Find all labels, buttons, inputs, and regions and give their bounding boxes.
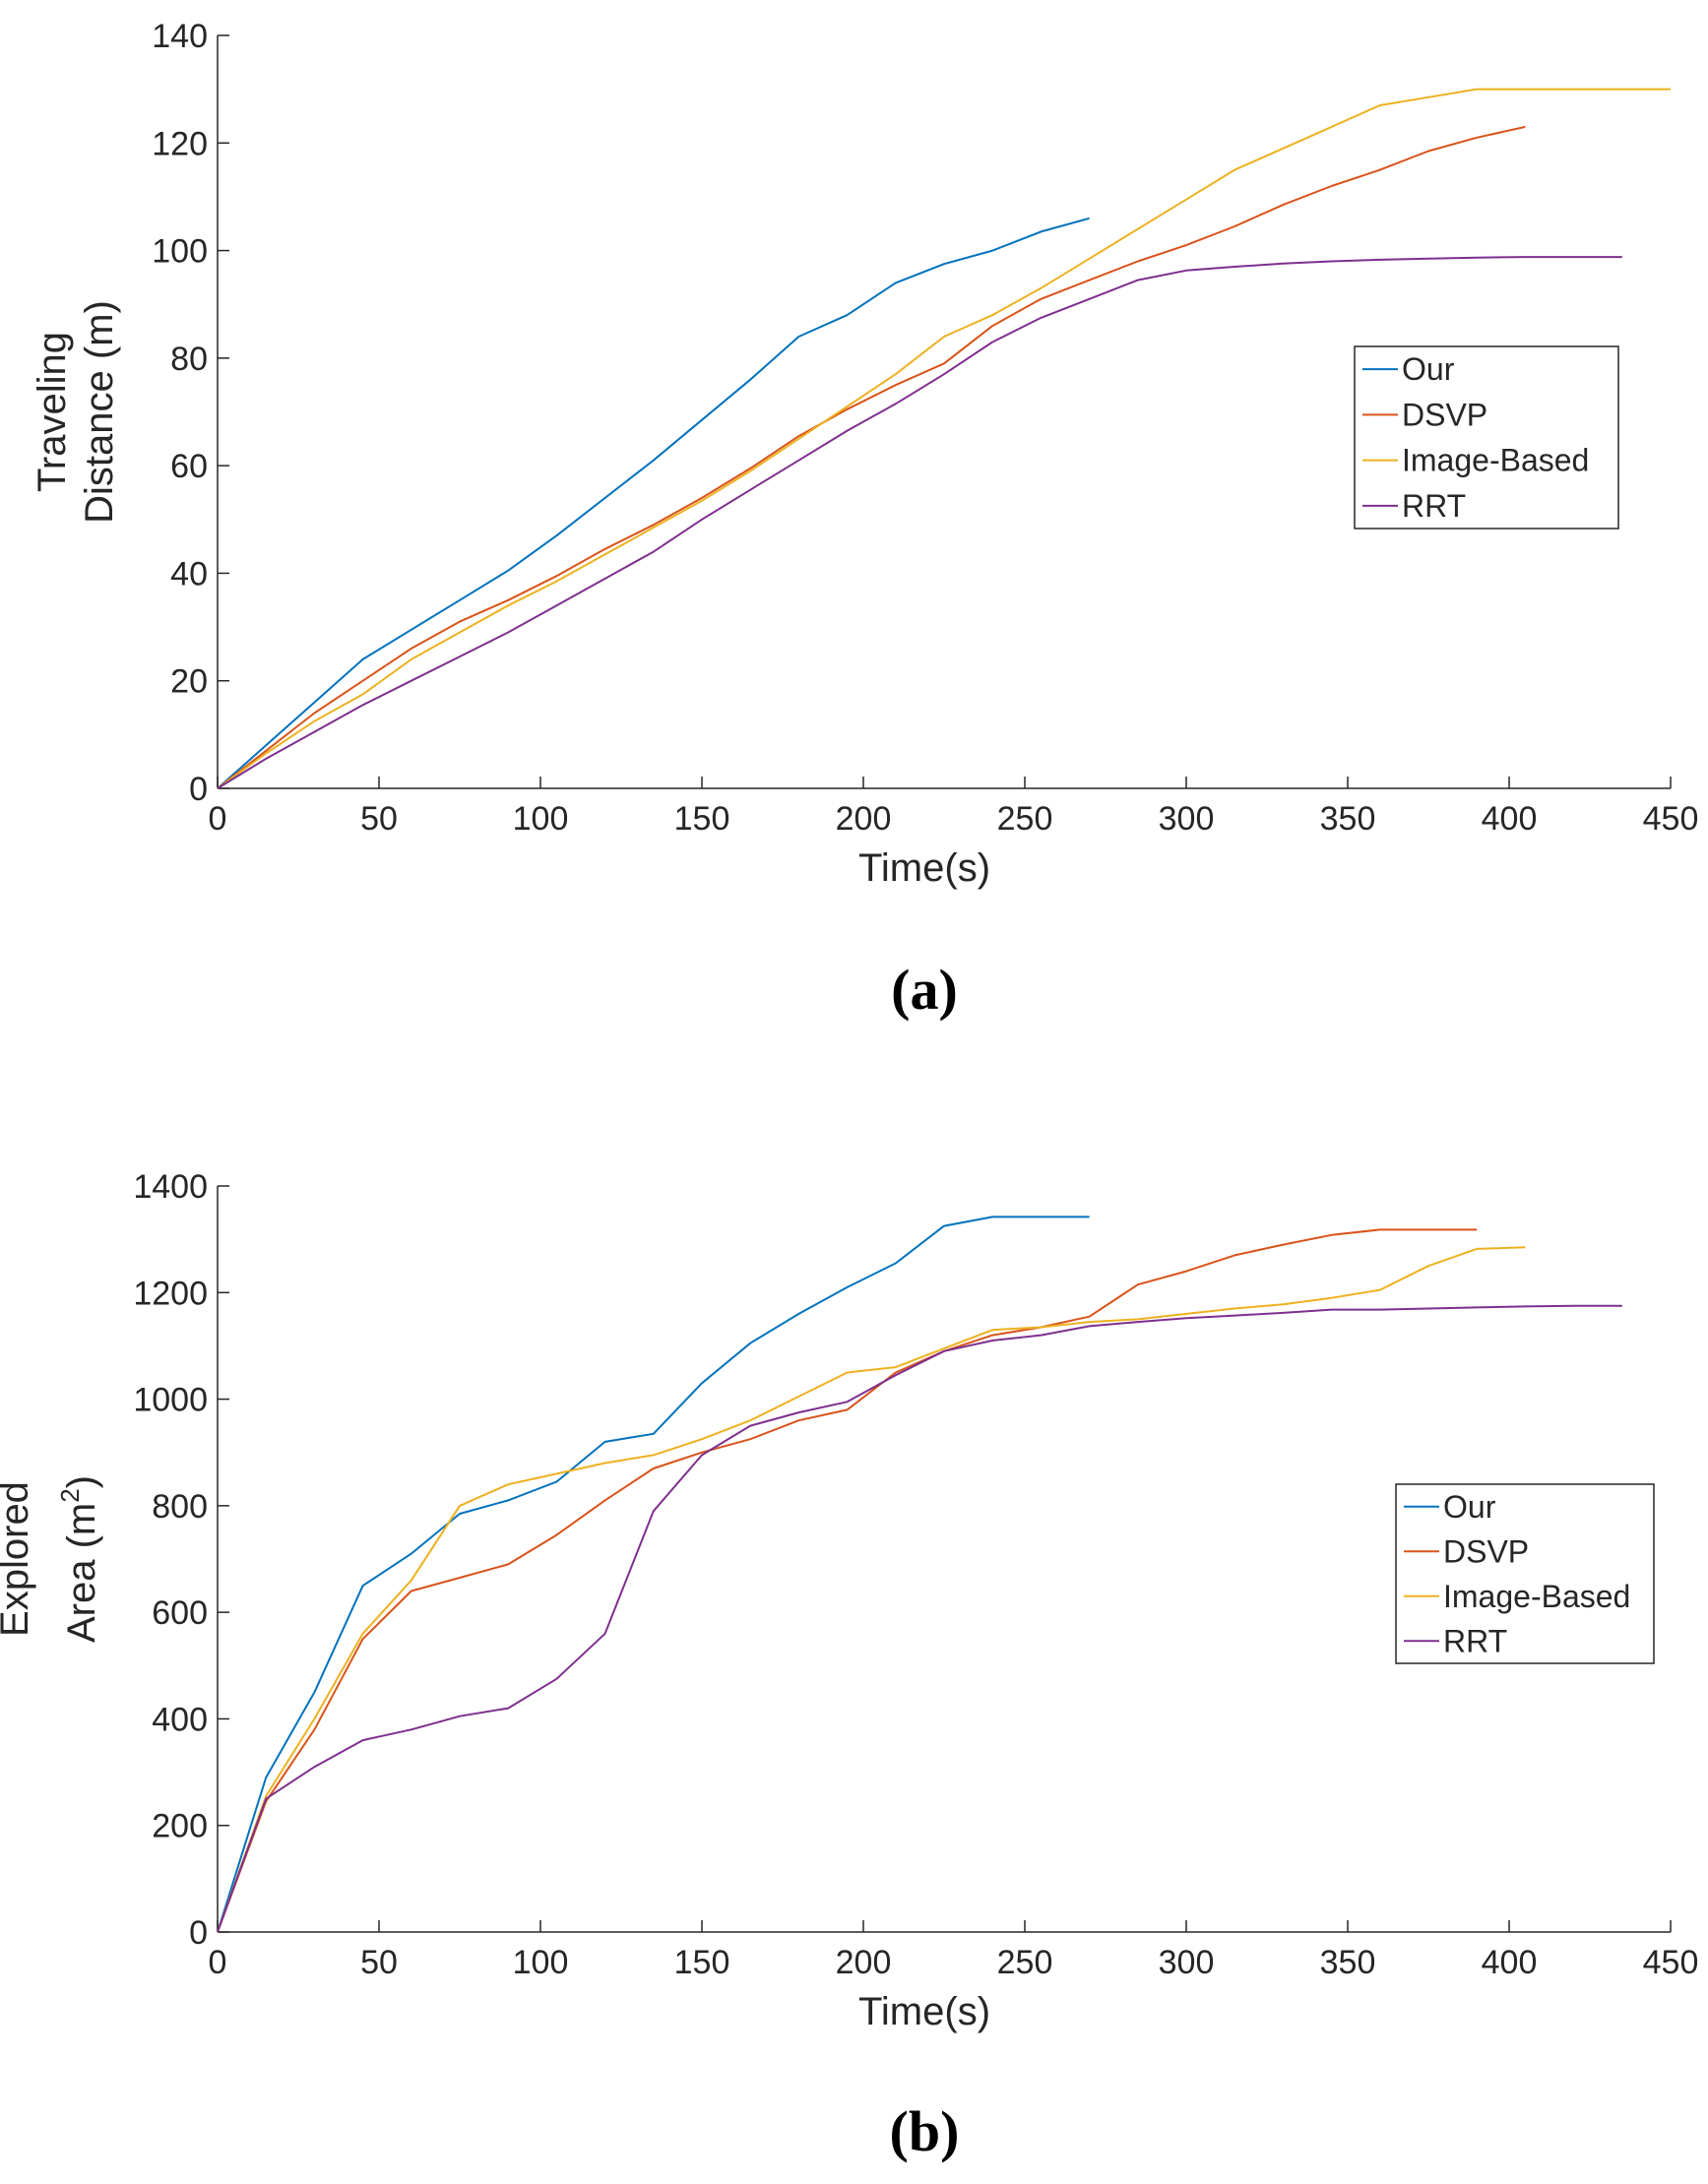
x-axis-label: Time(s) (858, 1990, 990, 2033)
x-tick-label: 350 (1320, 800, 1376, 838)
legend-label: Our (1443, 1489, 1496, 1525)
series-line-rrt (217, 256, 1622, 789)
panel-label: (a) (891, 958, 958, 1022)
legend-label: Image-Based (1443, 1579, 1630, 1614)
series-line-our (217, 217, 1090, 789)
legend: Our DSVP Image-Based RRT (1354, 345, 1619, 530)
x-tick-label: 400 (1482, 800, 1538, 838)
x-tick-label: 350 (1320, 1944, 1376, 1981)
x-tick-label: 250 (997, 800, 1053, 838)
x-tick-label: 50 (360, 800, 398, 838)
y-axis-label-line1: Explored (0, 1481, 36, 1637)
y-tick-label: 100 (152, 233, 208, 271)
series-line-rrt (217, 1304, 1622, 1933)
legend: Our DSVP Image-Based RRT (1395, 1483, 1655, 1664)
x-tick-label: 100 (513, 1944, 569, 1981)
y-axis-label-line1: Traveling (31, 332, 74, 492)
y-tick-label: 120 (152, 125, 208, 162)
x-tick-label: 0 (209, 800, 227, 838)
x-tick-label: 200 (836, 800, 892, 838)
y-tick-label: 140 (152, 18, 208, 55)
chart-panel-a: 0 50 100 150 200 250 300 350 400 450 0 20 40 60 80 100 1… (31, 18, 1698, 1022)
y-tick-label: 80 (170, 341, 208, 378)
x-tick-label: 450 (1643, 800, 1699, 838)
x-tick-label: 300 (1159, 1944, 1215, 1981)
x-axis-label: Time(s) (858, 846, 990, 890)
y-tick-label: 0 (189, 1914, 208, 1952)
y-tick-label: 60 (170, 448, 208, 485)
series-line-dsvp (217, 1228, 1478, 1933)
y-tick-label: 20 (170, 663, 208, 701)
legend-label: Our (1402, 351, 1455, 387)
legend-box (1395, 1483, 1655, 1664)
x-tick-label: 200 (836, 1944, 892, 1981)
legend-box (1354, 345, 1619, 530)
y-axis-label-tail: ) (60, 1475, 103, 1488)
legend-label: DSVP (1443, 1533, 1529, 1569)
legend-label: RRT (1443, 1623, 1507, 1658)
y-axis-label-line2: Distance (m) (78, 300, 121, 524)
panel-label: (b) (890, 2099, 960, 2163)
y-tick-label: 400 (152, 1701, 208, 1738)
y-tick-label: 600 (152, 1594, 208, 1632)
x-tick-label: 250 (997, 1944, 1053, 1981)
x-tick-label: 0 (209, 1944, 227, 1981)
y-tick-label: 800 (152, 1488, 208, 1526)
x-tick-label: 100 (513, 800, 569, 838)
x-tick-label: 150 (674, 1944, 730, 1981)
y-tick-label: 200 (152, 1808, 208, 1845)
x-tick-label: 450 (1643, 1944, 1699, 1981)
x-tick-label: 50 (360, 1944, 398, 1981)
series-line-our (217, 1216, 1090, 1933)
series-line-dsvp (217, 125, 1526, 789)
x-tick-label: 300 (1159, 800, 1215, 838)
legend-label: DSVP (1402, 397, 1487, 432)
series-line-image-based (217, 1246, 1526, 1933)
chart-panel-b: 0 50 100 150 200 250 300 350 400 450 0 200 400 600 800… (0, 1168, 1698, 2163)
y-axis-label-superscript: 2 (55, 1488, 85, 1502)
legend-label: RRT (1402, 488, 1466, 524)
y-axis-label-line2: Area (m2) (55, 1475, 103, 1643)
x-tick-label: 150 (674, 800, 730, 838)
y-tick-label: 1400 (133, 1168, 208, 1206)
y-tick-label: 1000 (133, 1382, 208, 1419)
x-tick-label: 400 (1482, 1944, 1538, 1981)
y-tick-label: 40 (170, 555, 208, 593)
series-line-image-based (217, 88, 1671, 789)
y-tick-label: 0 (189, 771, 208, 808)
legend-label: Image-Based (1402, 443, 1589, 478)
y-tick-label: 1200 (133, 1275, 208, 1312)
